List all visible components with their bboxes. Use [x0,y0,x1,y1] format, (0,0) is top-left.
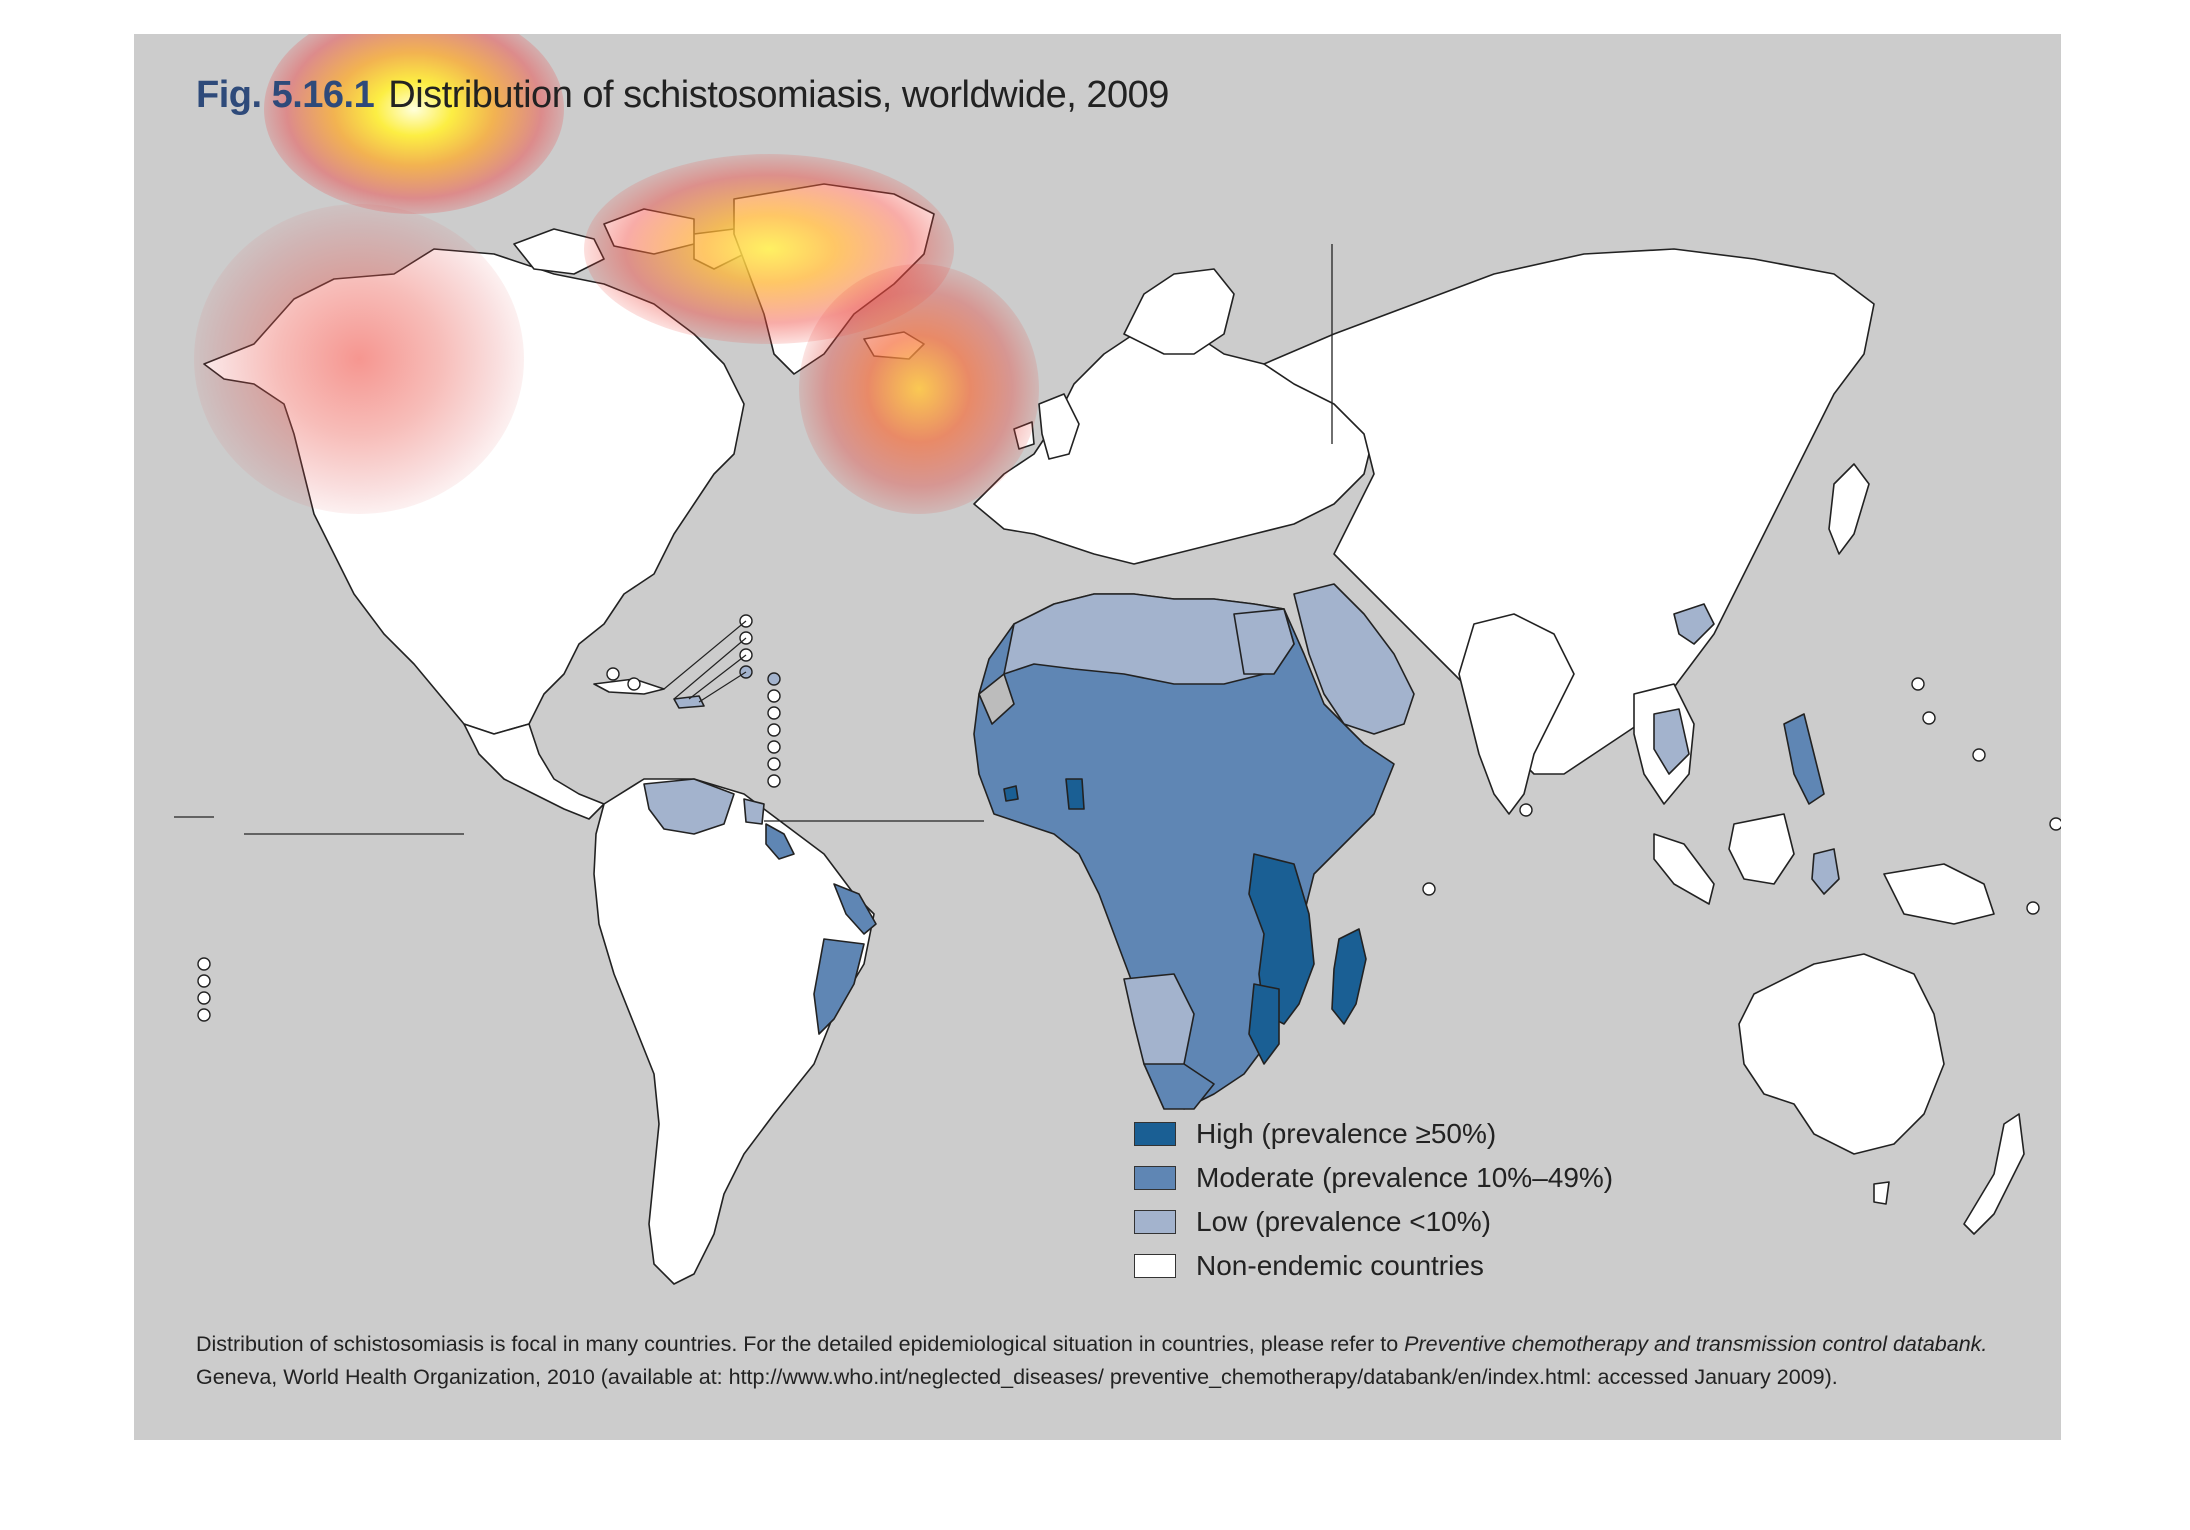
legend-label-low: Low (prevalence <10%) [1196,1206,1491,1237]
figure-title-text: Distribution of schistosomiasis, worldwi… [388,74,1169,116]
south-america [593,778,875,1285]
figure-footnote: Distribution of schistosomiasis is focal… [196,1328,2016,1394]
legend-label-moderate: Moderate (prevalence 10%–49%) [1196,1162,1614,1193]
legend-item-high: High (prevalence ≥50%) [1134,1112,1613,1156]
legend-item-non-endemic: Non-endemic countries [1134,1244,1613,1288]
legend-item-moderate: Moderate (prevalence 10%–49%) [1134,1156,1613,1200]
footnote-line-1: Distribution of schistosomiasis is focal… [196,1328,2016,1361]
united-kingdom [1038,393,1080,460]
new-zealand [1963,1113,2025,1235]
japan [1828,463,1870,555]
figure-panel: Fig. 5.16.1 Distribution of schistosomias… [134,34,2061,1440]
iceland [863,331,925,360]
legend-item-low: Low (prevalence <10%) [1134,1200,1613,1244]
asia [1263,248,1875,775]
laos-cambodia-low [1653,708,1690,775]
legend-label-high: High (prevalence ≥50%) [1196,1118,1497,1149]
figure-title: Fig. 5.16.1 Distribution of schistosomias… [196,74,1169,117]
madagascar-high [1331,928,1367,1025]
legend-label-non-endemic: Non-endemic countries [1196,1250,1484,1281]
brazil-north-low [765,823,795,860]
tanzania-mozambique-high [1248,853,1315,1025]
suriname [743,798,765,825]
legend-swatch-low [1134,1210,1176,1234]
venezuela [643,778,735,835]
sumatra [1653,833,1715,905]
map-legend: High (prevalence ≥50%) Moderate (prevale… [1134,1112,1613,1288]
scandinavia [1123,268,1235,355]
china-low [1673,603,1715,645]
australia [1738,953,1945,1155]
legend-swatch-moderate [1134,1166,1176,1190]
brazil-east [813,938,865,1035]
borneo [1728,813,1795,885]
sulawesi-low [1811,848,1840,895]
philippines [1783,713,1825,805]
western-sahara [978,673,1015,725]
footnote-databank-title: Preventive chemotherapy and transmission… [1404,1332,1988,1356]
india [1458,613,1575,815]
ireland [1013,421,1035,450]
tasmania [1873,1181,1890,1205]
world-map [174,183,2061,1285]
ghana-high [1065,778,1085,810]
legend-swatch-non-endemic [1134,1254,1176,1278]
arabian-peninsula [1293,583,1415,735]
footnote-line-2: Geneva, World Health Organization, 2010 … [196,1365,1838,1389]
figure-number: Fig. 5.16.1 [196,74,375,116]
central-america [463,723,605,820]
legend-swatch-high [1134,1122,1176,1146]
egypt-low [1233,608,1295,675]
north-america [203,248,745,735]
footnote-text: Distribution of schistosomiasis is focal… [196,1332,1405,1356]
mozambique-south-high [1248,983,1280,1065]
sierra-leone-high [1003,785,1019,802]
arctic-islands [513,208,745,275]
new-guinea [1883,863,1995,925]
brazil-northeast [833,883,877,935]
south-africa-low [1143,1063,1215,1110]
